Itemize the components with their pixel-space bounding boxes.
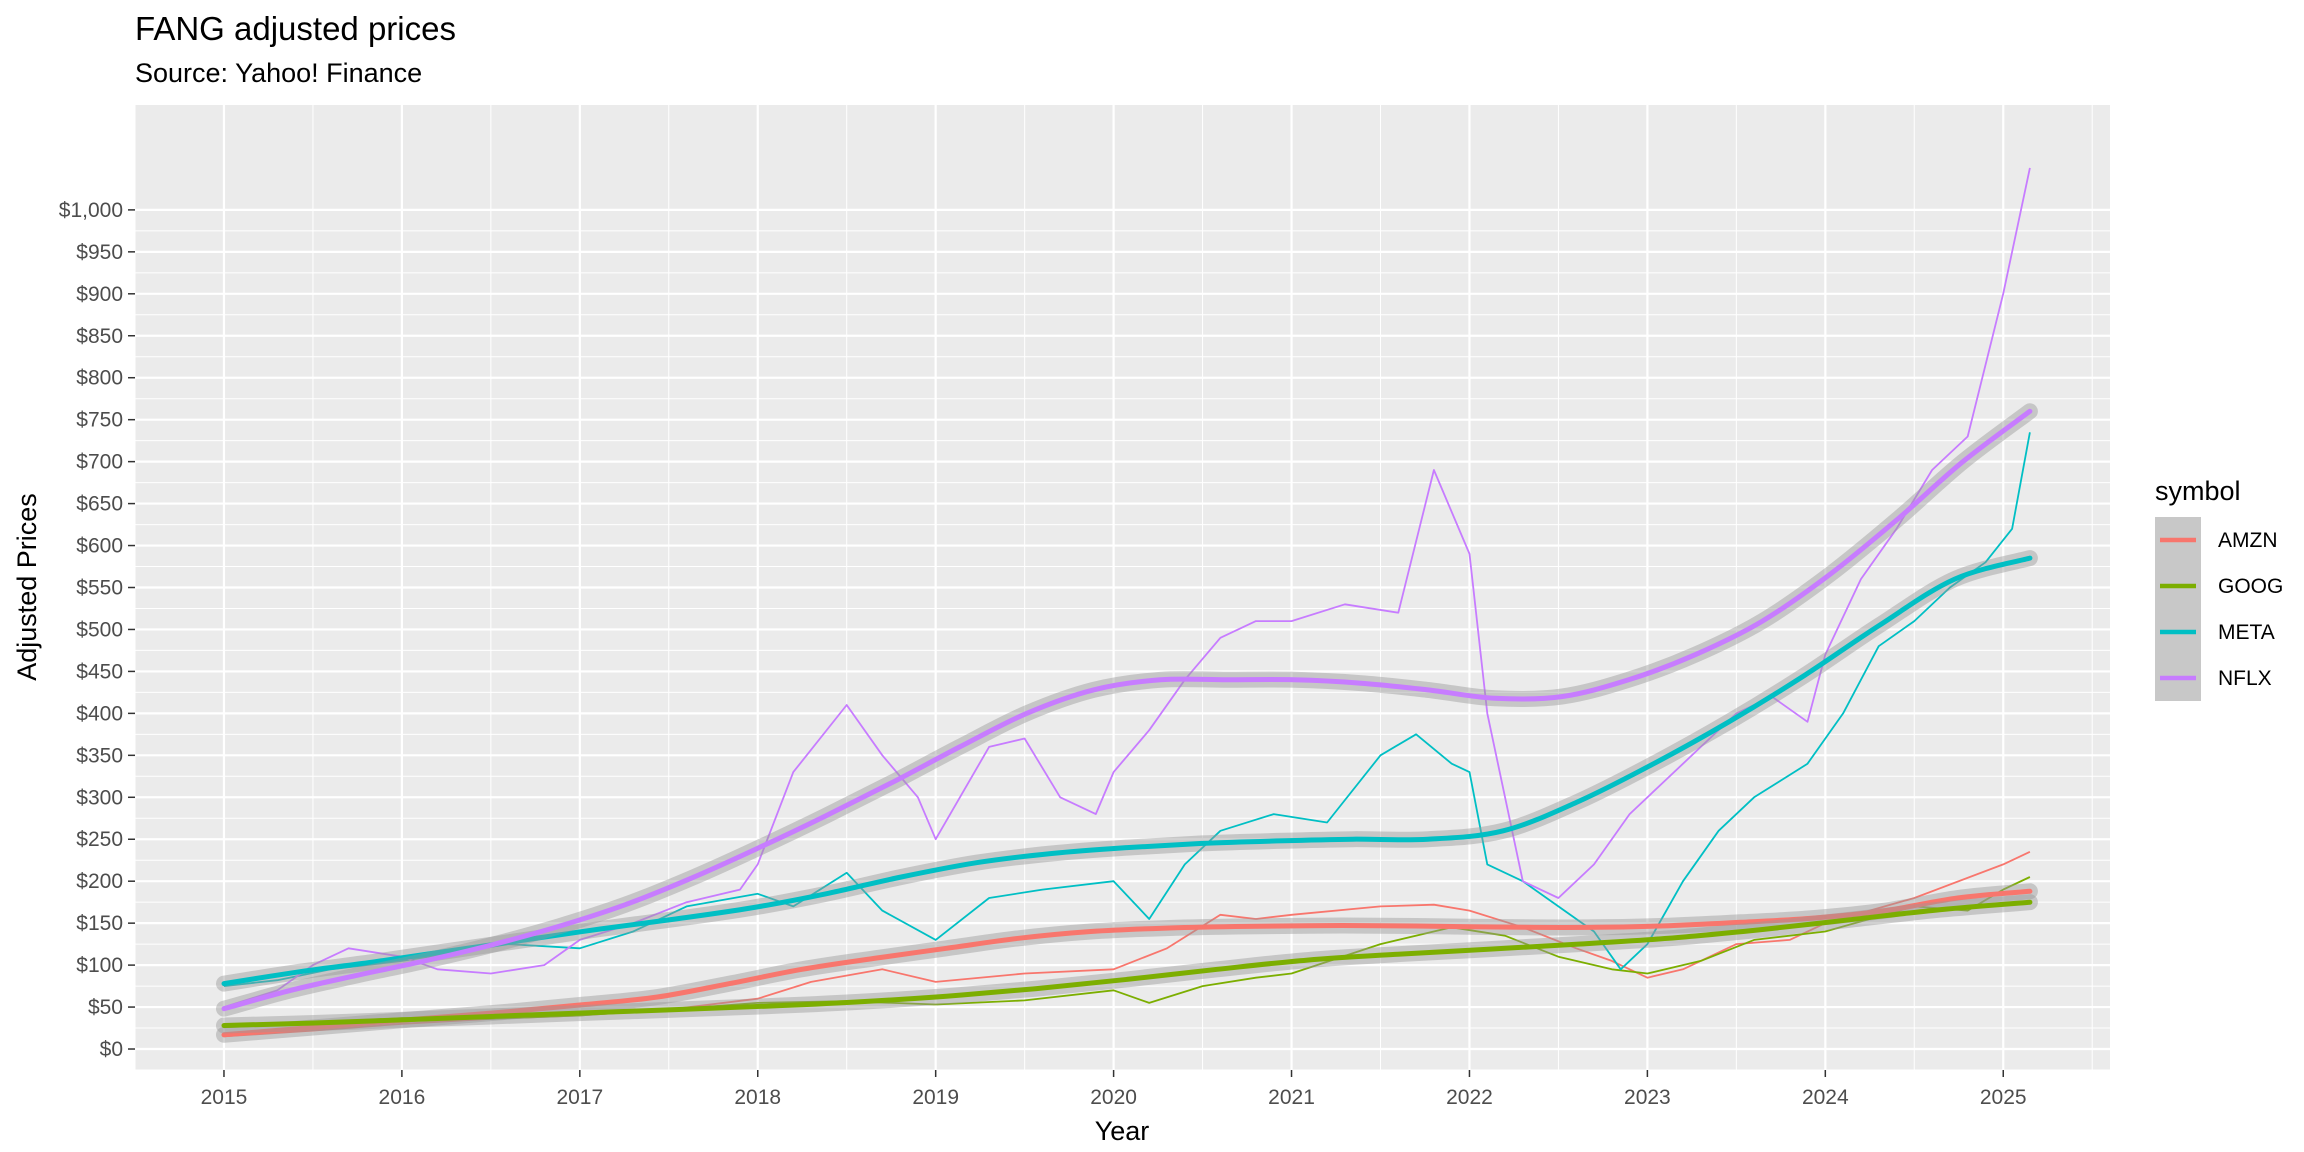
y-tick-label: $400 — [76, 702, 123, 725]
series-line-meta — [223, 432, 2031, 987]
trend-line-nflx — [221, 408, 2033, 1012]
trend-line-goog — [221, 899, 2033, 1028]
y-tick-label: $550 — [76, 577, 123, 600]
y-tick-label: $900 — [76, 283, 123, 306]
y-tick-label: $150 — [76, 912, 123, 935]
y-tick-label: $500 — [76, 618, 123, 641]
legend-label-nflx: NFLX — [2218, 667, 2272, 690]
y-tick-label: $250 — [76, 828, 123, 851]
y-tick-label: $100 — [76, 954, 123, 977]
x-tick-label: 2025 — [1980, 1086, 2027, 1109]
y-tick-label: $950 — [76, 241, 123, 264]
x-tick-label: 2017 — [556, 1086, 603, 1109]
grid-major — [135, 105, 2110, 1070]
legend-key-background — [2155, 517, 2201, 701]
x-tick-label: 2024 — [1802, 1086, 1849, 1109]
x-tick-label: 2023 — [1624, 1086, 1671, 1109]
y-tick-label: $600 — [76, 535, 123, 558]
legend-label-meta: META — [2218, 621, 2275, 644]
legend: symbol AMZN GOOG META NFLX — [2155, 476, 2283, 701]
x-tick-label: 2015 — [201, 1086, 248, 1109]
legend-label-amzn: AMZN — [2218, 529, 2278, 552]
y-tick-label: $750 — [76, 409, 123, 432]
y-tick-label: $350 — [76, 744, 123, 767]
y-tick-label: $1,000 — [59, 199, 123, 222]
chart-title: FANG adjusted prices — [135, 10, 456, 47]
series-line-nflx — [223, 167, 2031, 1008]
legend-label-goog: GOOG — [2218, 575, 2283, 598]
y-tick-label: $450 — [76, 660, 123, 683]
legend-title: symbol — [2155, 476, 2241, 506]
y-tick-label: $800 — [76, 367, 123, 390]
y-tick-label: $700 — [76, 451, 123, 474]
grid-minor — [134, 105, 2110, 1071]
chart-subtitle: Source: Yahoo! Finance — [135, 58, 423, 88]
y-tick-label: $650 — [76, 493, 123, 516]
y-tick-label: $200 — [76, 870, 123, 893]
y-tick-label: $50 — [88, 996, 123, 1019]
x-tick-label: 2019 — [912, 1086, 959, 1109]
x-tick-label: 2020 — [1090, 1086, 1137, 1109]
x-tick-label: 2022 — [1446, 1086, 1493, 1109]
trend-line-meta — [221, 555, 2033, 987]
y-tick-label: $850 — [76, 325, 123, 348]
y-axis: $0 $50 $100 $150 $200 $250 $300 $350 $400 $450 $50… — [59, 199, 135, 1061]
x-axis: 2015 2016 2017 2018 2019 2020 2021 2022 2023 2024… — [201, 1070, 2027, 1109]
y-tick-label: $300 — [76, 786, 123, 809]
x-tick-label: 2018 — [734, 1086, 781, 1109]
trend-layer — [216, 403, 2038, 1043]
x-tick-label: 2016 — [379, 1086, 426, 1109]
x-tick-label: 2021 — [1268, 1086, 1315, 1109]
y-tick-label: $0 — [100, 1038, 123, 1061]
trend-line-amzn — [221, 888, 2033, 1038]
x-axis-title: Year — [1095, 1116, 1150, 1146]
y-axis-title: Adjusted Prices — [12, 493, 42, 681]
